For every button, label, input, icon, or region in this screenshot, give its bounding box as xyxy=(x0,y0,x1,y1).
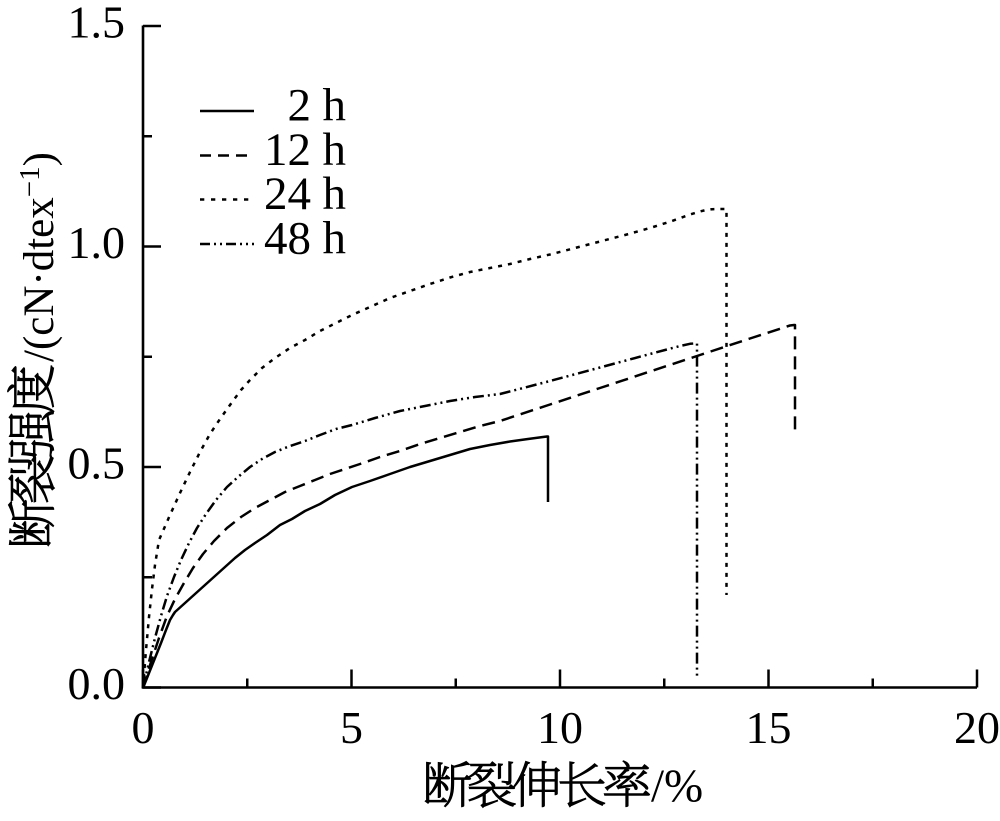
svg-text:h: h xyxy=(323,80,347,132)
svg-text:20: 20 xyxy=(954,702,1000,753)
svg-text:h: h xyxy=(323,168,347,220)
svg-text:5: 5 xyxy=(340,702,363,753)
svg-text:12: 12 xyxy=(264,124,311,176)
svg-text:0: 0 xyxy=(132,702,155,753)
svg-text:0.0: 0.0 xyxy=(68,658,126,709)
svg-text:48: 48 xyxy=(264,213,311,265)
svg-text:24: 24 xyxy=(264,168,311,220)
svg-text:15: 15 xyxy=(746,702,792,753)
svg-text:/%: /% xyxy=(651,760,703,812)
svg-text:10: 10 xyxy=(537,702,583,753)
svg-text:1.0: 1.0 xyxy=(68,217,126,268)
svg-text:1.5: 1.5 xyxy=(68,0,126,48)
svg-text:h: h xyxy=(323,213,347,265)
svg-text:2: 2 xyxy=(288,80,312,132)
svg-text:0.5: 0.5 xyxy=(68,438,126,489)
svg-text:h: h xyxy=(323,124,347,176)
